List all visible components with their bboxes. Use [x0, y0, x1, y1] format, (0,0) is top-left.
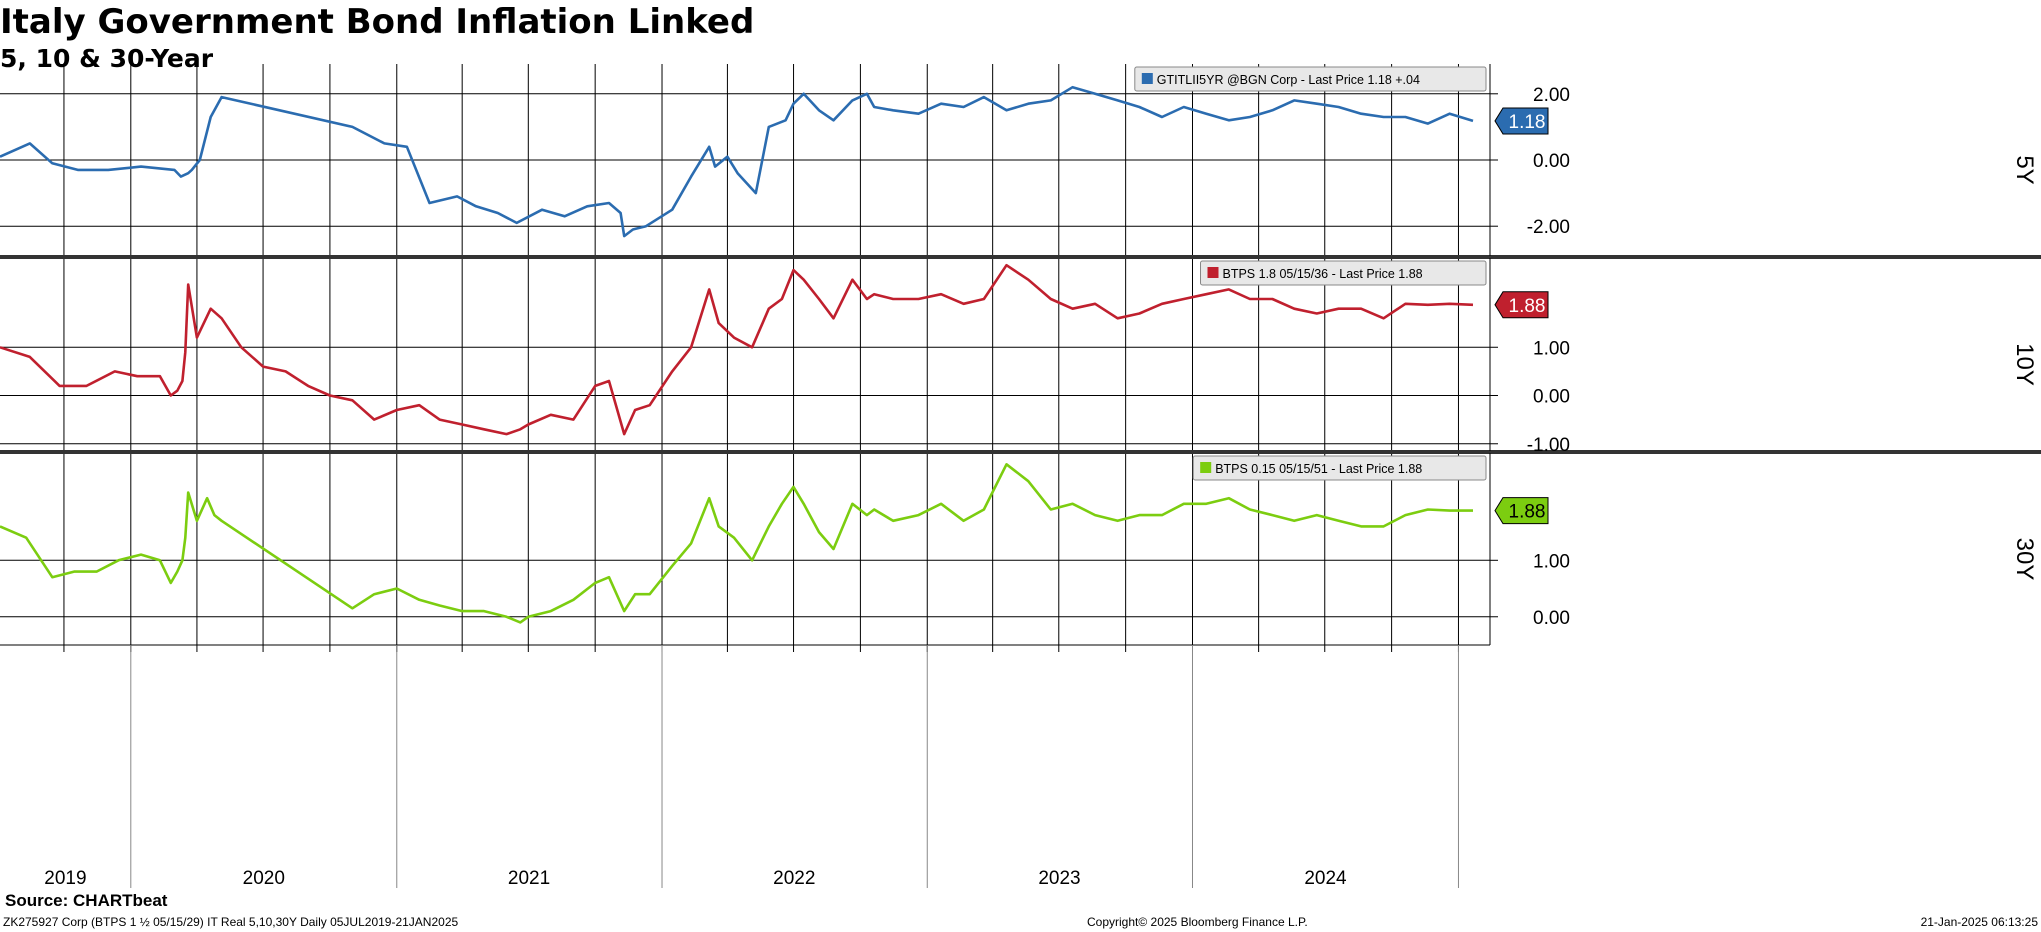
series-line	[0, 85, 1474, 238]
chart-subtitle: 5, 10 & 30-Year	[0, 44, 214, 73]
legend: BTPS 0.15 05/15/51 - Last Price 1.88	[1192, 455, 1487, 481]
last-value-tag: 1.88	[1494, 497, 1549, 525]
panel-axis-label: 5Y	[2011, 155, 2038, 184]
legend-swatch	[1141, 73, 1153, 84]
y-tick-label: -2.00	[1527, 217, 1570, 238]
y-tick-label: 2.00	[1533, 85, 1570, 106]
y-tick-label: 1.00	[1533, 551, 1570, 572]
x-year-label: 2022	[773, 868, 815, 889]
legend-box	[1192, 455, 1487, 481]
last-value-tag-text: 1.18	[1509, 112, 1546, 133]
legend: GTITLII5YR @BGN Corp - Last Price 1.18 +…	[1134, 66, 1487, 92]
legend-box	[1134, 66, 1487, 92]
panel-axis-label: 30Y	[2011, 538, 2038, 581]
panel-separator	[0, 255, 2041, 259]
legends: 1.18 GTITLII5YR @BGN Corp - Last Price 1.…	[1134, 66, 1549, 525]
legend-text: BTPS 1.8 05/15/36 - Last Price 1.88	[1223, 267, 1423, 281]
series-line	[0, 463, 1473, 624]
x-year-label: 2020	[243, 868, 285, 889]
chart-title: Italy Government Bond Inflation Linked	[0, 2, 755, 42]
last-value-tag: 1.88	[1494, 291, 1549, 319]
x-year-label: 2021	[508, 868, 550, 889]
footer-timestamp: 21-Jan-2025 06:13:25	[1920, 915, 2038, 929]
grid	[0, 64, 2041, 646]
last-value-tag-shape	[1494, 497, 1549, 525]
y-tick-label: 0.00	[1533, 387, 1570, 408]
panel-separator	[0, 450, 2041, 454]
y-axes: 2.00 0.00 -2.00 5Y 1.00 0.00 -1.00 10Y 1.00 0.00 3…	[1489, 64, 2038, 645]
footer-copyright: Copyright© 2025 Bloomberg Finance L.P.	[1087, 915, 1308, 929]
y-tick-label: 0.00	[1533, 608, 1570, 629]
x-axis: 2019 2020 2021 2022 2023 2024	[44, 645, 1459, 889]
footer-security-info: ZK275927 Corp (BTPS 1 ½ 05/15/29) IT Rea…	[3, 915, 459, 929]
legend-text: BTPS 0.15 05/15/51 - Last Price 1.88	[1215, 462, 1422, 476]
y-tick-label: 0.00	[1533, 151, 1570, 172]
last-value-tag-shape	[1494, 107, 1549, 135]
x-year-label: 2024	[1304, 868, 1347, 889]
y-tick-label: 1.00	[1533, 338, 1570, 359]
source-label: Source: CHARTbeat	[5, 891, 168, 910]
series	[0, 85, 1474, 624]
panel-axis-label: 10Y	[2011, 343, 2038, 386]
legend-box	[1200, 260, 1487, 286]
last-value-tag-shape	[1494, 291, 1549, 319]
legend-swatch	[1200, 462, 1212, 473]
legend-text: GTITLII5YR @BGN Corp - Last Price 1.18 +…	[1157, 73, 1420, 87]
series-line	[0, 263, 1474, 436]
last-value-tag: 1.18	[1494, 107, 1549, 135]
y-tick-label: -1.00	[1527, 435, 1570, 456]
legend-swatch	[1207, 267, 1219, 278]
last-value-tag-text: 1.88	[1509, 296, 1546, 317]
last-value-tag-text: 1.88	[1509, 502, 1546, 523]
x-year-label: 2023	[1038, 868, 1080, 889]
x-year-label: 2019	[44, 868, 86, 889]
legend: BTPS 1.8 05/15/36 - Last Price 1.88	[1200, 260, 1487, 286]
